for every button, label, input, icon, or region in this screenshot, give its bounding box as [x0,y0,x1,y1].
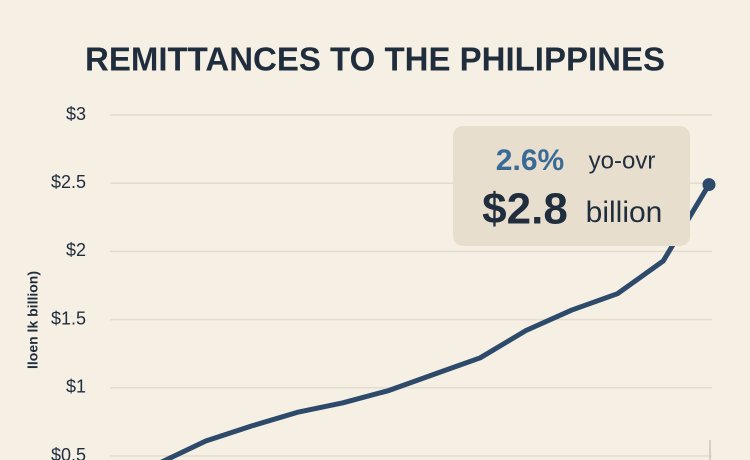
annotation-amount: $2.8 [482,185,568,234]
annotation-box [453,126,690,246]
annotation-unit: billion [586,196,663,229]
annotation-change-label: yo-ovr [589,147,656,174]
y-tick-label: $1.5 [51,308,86,328]
chart-title: REMITTANCES TO THE PHILIPPINES [85,41,665,78]
y-tick-label: $1 [66,377,86,397]
annotation-change: 2.6% [496,144,564,177]
y-axis-label: lloen lk billion) [25,271,41,369]
y-tick-label: $3 [66,104,86,124]
y-tick-label: $2 [66,240,86,260]
y-tick-label: $2.5 [51,172,86,192]
line [160,182,712,460]
y-tick-label: $0.5 [51,445,86,460]
end-point [702,178,716,192]
